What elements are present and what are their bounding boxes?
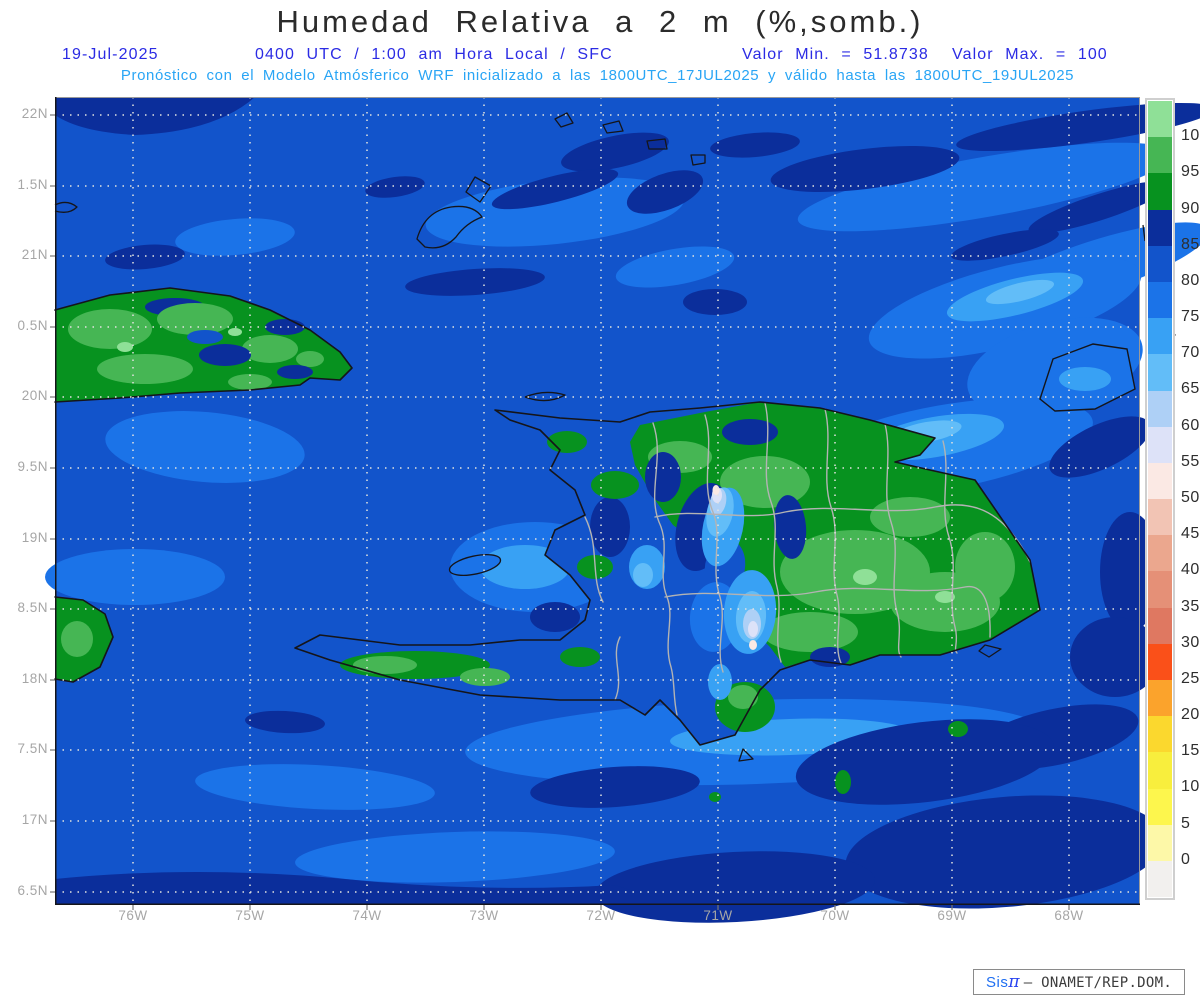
colorbar-tick-label: 75	[1181, 308, 1200, 326]
colorbar-segment	[1148, 788, 1172, 825]
colorbar-segment	[1148, 860, 1172, 898]
lat-tick-label: 0.5N	[17, 318, 48, 333]
weather-map-page: { "header": { "title": "Humedad Relativa…	[17, 4, 1200, 995]
colorbar-tick-label: 80	[1181, 271, 1200, 289]
plot-frame	[50, 97, 1140, 910]
lat-tick-label: 8.5N	[17, 600, 48, 615]
hispaniola-landmass	[294, 401, 1041, 746]
colorbar-tick-label: 30	[1181, 633, 1200, 651]
colorbar-segment	[1148, 137, 1172, 174]
colorbar-segment	[1148, 354, 1172, 391]
humidity-map-svg	[45, 97, 1200, 923]
colorbar-tick-label: 40	[1181, 561, 1200, 579]
colorbar-tick-label: 85	[1181, 235, 1200, 253]
colorbar-tick-label: 100	[1181, 127, 1200, 145]
pi-symbol: π	[1008, 972, 1020, 992]
lon-tick-label: 76W	[118, 908, 148, 923]
lat-tick-label: 17N	[21, 812, 48, 827]
colorbar-tick-label: 50	[1181, 489, 1200, 506]
colorbar-tick-label: 15	[1181, 742, 1200, 760]
colorbar-tick-label: 20	[1181, 706, 1200, 724]
attribution-box: Sisπ – ONAMET/REP.DOM.	[973, 969, 1186, 995]
map-plot-area: Sisπ – ONAMET/REP.DOM.	[45, 97, 1200, 995]
colorbar-segment	[1148, 535, 1172, 572]
colorbar-swatches	[1148, 101, 1172, 898]
grid-lines	[55, 97, 1140, 905]
colorbar-tick-label: 0	[1181, 850, 1191, 868]
colorbar-tick-label: 55	[1181, 452, 1200, 470]
colorbar-segment	[1148, 752, 1172, 789]
colorbar-tick-label: 25	[1181, 669, 1200, 687]
colorbar-tick-label: 45	[1181, 525, 1200, 543]
humidity-colorbar	[1145, 98, 1175, 900]
lon-tick-label: 71W	[703, 908, 733, 923]
colorbar-tick-label: 90	[1181, 199, 1200, 217]
lon-tick-label: 69W	[937, 908, 967, 923]
small-islands	[416, 112, 1176, 802]
colorbar-segment	[1148, 607, 1172, 644]
lon-tick-label: 68W	[1054, 908, 1084, 923]
lon-tick-label: 72W	[586, 908, 616, 923]
colorbar-segment	[1148, 716, 1172, 753]
colorbar-tick-label: 65	[1181, 380, 1200, 398]
colorbar-tick-label: 70	[1181, 344, 1200, 362]
lat-tick-label: 19N	[21, 530, 48, 545]
lon-tick-label: 70W	[820, 908, 850, 923]
colorbar-segment	[1148, 643, 1172, 680]
colorbar-segment	[1148, 281, 1172, 319]
colorbar-tick-label: 35	[1181, 597, 1200, 615]
colorbar-segment	[1148, 101, 1172, 138]
colorbar-tick-label: 60	[1181, 416, 1200, 434]
colorbar-segment	[1148, 245, 1172, 282]
lon-tick-label: 74W	[352, 908, 382, 923]
colorbar-segment	[1148, 173, 1172, 210]
sispi-brand-label: Sis	[986, 974, 1009, 991]
lat-tick-label: 22N	[21, 106, 48, 121]
colorbar-segment	[1148, 571, 1172, 608]
lat-tick-label: 9.5N	[17, 459, 48, 474]
cuba-landmass	[54, 201, 353, 403]
colorbar-tick-label: 5	[1181, 814, 1191, 832]
lat-tick-label: 20N	[21, 388, 48, 403]
colorbar-segment	[1148, 390, 1172, 427]
colorbar-segment	[1148, 499, 1172, 536]
lat-tick-label: 6.5N	[17, 883, 48, 898]
page-title: Humedad Relativa a 2 m (%,somb.)	[276, 4, 924, 39]
colorbar-segment	[1148, 318, 1172, 355]
lat-tick-label: 21N	[21, 247, 48, 262]
lon-tick-label: 75W	[235, 908, 265, 923]
valid-time-label: 0400 UTC / 1:00 am Hora Local / SFC	[255, 46, 613, 63]
colorbar-segment	[1148, 209, 1172, 246]
colorbar-tick-label: 95	[1181, 163, 1200, 181]
lon-tick-label: 73W	[469, 908, 499, 923]
lat-tick-label: 1.5N	[17, 177, 48, 192]
jamaica-landmass	[54, 596, 114, 683]
lat-tick-label: 7.5N	[17, 741, 48, 756]
value-min-label: Valor Min. = 51.8738	[742, 46, 929, 63]
value-max-label: Valor Max. = 100	[952, 46, 1108, 63]
valid-date-label: 19-Jul-2025	[62, 46, 159, 63]
onamet-label: – ONAMET/REP.DOM.	[1023, 975, 1173, 991]
colorbar-tick-label: 10	[1181, 778, 1200, 796]
colorbar-segment	[1148, 462, 1172, 500]
colorbar-segment	[1148, 426, 1172, 463]
forecast-model-line: Pronóstico con el Modelo Atmósferico WRF…	[120, 67, 1075, 84]
lat-tick-label: 18N	[21, 671, 48, 686]
colorbar-segment	[1148, 824, 1172, 861]
colorbar-segment	[1148, 680, 1172, 717]
